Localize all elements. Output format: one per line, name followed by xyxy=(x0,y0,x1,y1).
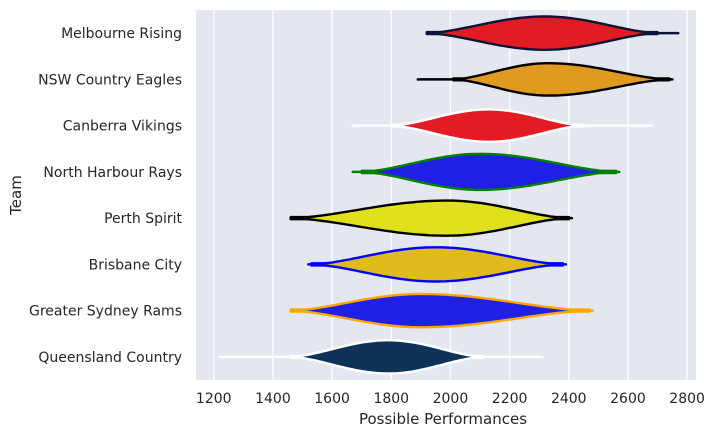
violin xyxy=(218,339,544,375)
violin xyxy=(351,108,653,143)
violin-body xyxy=(452,62,671,97)
violin xyxy=(425,15,680,51)
violin xyxy=(289,199,574,237)
violin-body xyxy=(425,15,659,51)
x-tick-label: 1800 xyxy=(373,391,409,407)
x-tick-label: 2800 xyxy=(669,391,704,407)
x-tick-label: 1400 xyxy=(255,391,291,407)
violin-body xyxy=(289,199,570,237)
violin xyxy=(307,246,568,283)
y-tick-label: NSW Country Eagles xyxy=(38,72,182,88)
x-tick-labels: 1200 1400 1600 1800 2000 2200 2400 2600 2800 xyxy=(196,391,704,407)
x-axis-label: Possible Performances xyxy=(359,410,527,428)
y-tick-label: Melbourne Rising xyxy=(61,26,182,42)
violin-body xyxy=(289,292,591,329)
x-tick-label: 2600 xyxy=(610,391,646,407)
violin xyxy=(289,292,594,329)
violin-body xyxy=(390,108,585,143)
x-tick-label: 2200 xyxy=(492,391,528,407)
x-tick-label: 2400 xyxy=(551,391,587,407)
x-tick-label: 1600 xyxy=(314,391,350,407)
violin xyxy=(351,152,621,192)
y-tick-label: Greater Sydney Rams xyxy=(29,304,182,320)
violin-body xyxy=(360,152,618,192)
y-tick-label: North Harbour Rays xyxy=(43,165,182,181)
violin-body xyxy=(310,246,565,283)
y-tick-labels: Melbourne Rising NSW Country Eagles Canber… xyxy=(29,26,183,366)
y-tick-label: Perth Spirit xyxy=(104,211,182,227)
x-tick-label: 1200 xyxy=(196,391,232,407)
y-tick-label: Queensland Country xyxy=(38,350,182,366)
violin-body xyxy=(289,339,485,375)
y-tick-label: Brisbane City xyxy=(89,257,182,273)
violin xyxy=(416,62,674,97)
y-axis-label: Team xyxy=(7,175,25,216)
gridlines xyxy=(213,10,688,380)
violins xyxy=(218,15,680,375)
x-tick-label: 2000 xyxy=(433,391,469,407)
y-tick-label: Canberra Vikings xyxy=(63,119,182,135)
